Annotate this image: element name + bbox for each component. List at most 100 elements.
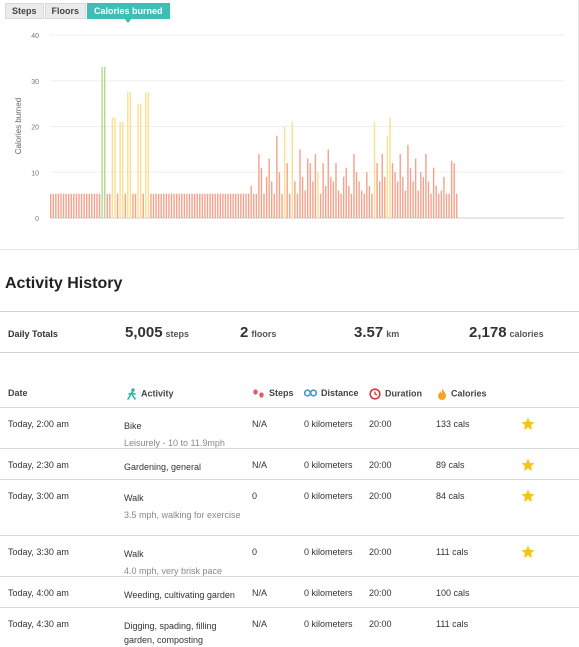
- chart-bar[interactable]: [83, 193, 85, 218]
- chart-bar[interactable]: [145, 92, 147, 218]
- chart-bar[interactable]: [412, 181, 414, 218]
- chart-bar[interactable]: [181, 193, 183, 218]
- chart-bar[interactable]: [111, 117, 114, 218]
- chart-bar[interactable]: [245, 193, 247, 218]
- chart-bar[interactable]: [368, 185, 371, 218]
- chart-bar[interactable]: [366, 172, 368, 218]
- chart-bar[interactable]: [443, 176, 445, 218]
- chart-bar[interactable]: [224, 193, 227, 218]
- chart-bar[interactable]: [170, 193, 173, 218]
- chart-bar[interactable]: [314, 153, 317, 218]
- chart-bar[interactable]: [345, 167, 347, 218]
- chart-bar[interactable]: [55, 193, 57, 218]
- chart-bar[interactable]: [414, 158, 417, 218]
- chart-bar[interactable]: [384, 176, 386, 218]
- chart-bar[interactable]: [232, 193, 234, 218]
- chart-bar[interactable]: [121, 121, 124, 218]
- tab-calories-burned[interactable]: Calories burned: [87, 3, 170, 23]
- chart-bar[interactable]: [417, 190, 419, 218]
- chart-bar[interactable]: [188, 193, 191, 218]
- chart-bar[interactable]: [62, 193, 65, 218]
- chart-bar[interactable]: [286, 163, 288, 218]
- chart-bar[interactable]: [260, 167, 263, 218]
- chart-bar[interactable]: [317, 172, 319, 218]
- chart-bar[interactable]: [96, 193, 98, 218]
- chart-bar[interactable]: [283, 126, 286, 219]
- chart-bar[interactable]: [371, 193, 373, 218]
- chart-bar[interactable]: [394, 172, 396, 218]
- chart-bar[interactable]: [299, 149, 301, 219]
- chart-bar[interactable]: [376, 163, 378, 218]
- chart-bar[interactable]: [432, 167, 435, 218]
- chart-bar[interactable]: [98, 193, 101, 218]
- chart-bar[interactable]: [191, 193, 193, 218]
- chart-bar[interactable]: [73, 193, 75, 218]
- chart-bar[interactable]: [404, 190, 407, 218]
- chart-bar[interactable]: [75, 193, 78, 218]
- chart-bar[interactable]: [101, 67, 103, 218]
- table-row[interactable]: Today, 3:00 am Walk 3.5 mph, walking for e…: [0, 479, 579, 535]
- table-row[interactable]: Today, 2:00 am Bike Leisurely - 10 to 11.9…: [0, 407, 579, 448]
- chart-bar[interactable]: [222, 193, 224, 218]
- chart-bar[interactable]: [175, 193, 178, 218]
- chart-bar[interactable]: [70, 193, 72, 218]
- star-icon[interactable]: [521, 545, 535, 559]
- chart-bar[interactable]: [402, 176, 404, 218]
- chart-bar[interactable]: [147, 92, 150, 218]
- chart-bar[interactable]: [193, 193, 196, 218]
- chart-bar[interactable]: [263, 193, 265, 218]
- chart-bar[interactable]: [435, 185, 437, 218]
- chart-bar[interactable]: [150, 193, 152, 218]
- chart-bar[interactable]: [278, 172, 281, 218]
- chart-bar[interactable]: [78, 193, 80, 218]
- header-date[interactable]: Date: [8, 388, 28, 398]
- chart-bar[interactable]: [425, 153, 427, 218]
- chart-bar[interactable]: [204, 193, 206, 218]
- chart-bar[interactable]: [268, 158, 270, 218]
- chart-bar[interactable]: [229, 193, 232, 218]
- chart-bar[interactable]: [307, 158, 309, 218]
- chart-bar[interactable]: [91, 193, 93, 218]
- chart-bar[interactable]: [247, 193, 250, 218]
- chart-bar[interactable]: [330, 176, 332, 218]
- star-icon[interactable]: [521, 458, 535, 472]
- header-steps[interactable]: Steps: [252, 388, 294, 398]
- chart-bar[interactable]: [430, 193, 432, 218]
- chart-bar[interactable]: [127, 92, 129, 218]
- chart-bar[interactable]: [348, 185, 350, 218]
- chart-bar[interactable]: [445, 193, 448, 218]
- chart-bar[interactable]: [319, 193, 322, 218]
- chart-bar[interactable]: [163, 193, 165, 218]
- chart-bar[interactable]: [199, 193, 201, 218]
- chart-bar[interactable]: [255, 193, 258, 218]
- chart-bar[interactable]: [409, 167, 412, 218]
- chart-bar[interactable]: [157, 193, 160, 218]
- chart-bar[interactable]: [142, 193, 144, 218]
- chart-bar[interactable]: [165, 193, 168, 218]
- chart-bar[interactable]: [448, 193, 450, 218]
- chart-bar[interactable]: [294, 181, 296, 218]
- chart-bar[interactable]: [50, 193, 52, 218]
- chart-bar[interactable]: [206, 193, 209, 218]
- chart-bar[interactable]: [350, 193, 353, 218]
- chart-bar[interactable]: [312, 181, 314, 218]
- chart-bar[interactable]: [453, 163, 455, 218]
- chart-bar[interactable]: [173, 193, 175, 218]
- chart-bar[interactable]: [119, 121, 121, 218]
- chart-bar[interactable]: [327, 149, 329, 219]
- chart-bar[interactable]: [52, 193, 54, 218]
- chart-bar[interactable]: [106, 193, 108, 218]
- chart-bar[interactable]: [373, 121, 376, 218]
- chart-bar[interactable]: [363, 193, 365, 218]
- chart-bar[interactable]: [155, 193, 157, 218]
- chart-bar[interactable]: [60, 193, 62, 218]
- chart-bar[interactable]: [440, 190, 443, 218]
- chart-bar[interactable]: [322, 163, 324, 218]
- chart-bar[interactable]: [291, 121, 293, 218]
- chart-bar[interactable]: [168, 193, 170, 218]
- chart-bar[interactable]: [209, 193, 211, 218]
- chart-bar[interactable]: [227, 193, 229, 218]
- chart-bar[interactable]: [456, 193, 458, 218]
- chart-bar[interactable]: [335, 163, 337, 218]
- chart-bar[interactable]: [427, 181, 430, 218]
